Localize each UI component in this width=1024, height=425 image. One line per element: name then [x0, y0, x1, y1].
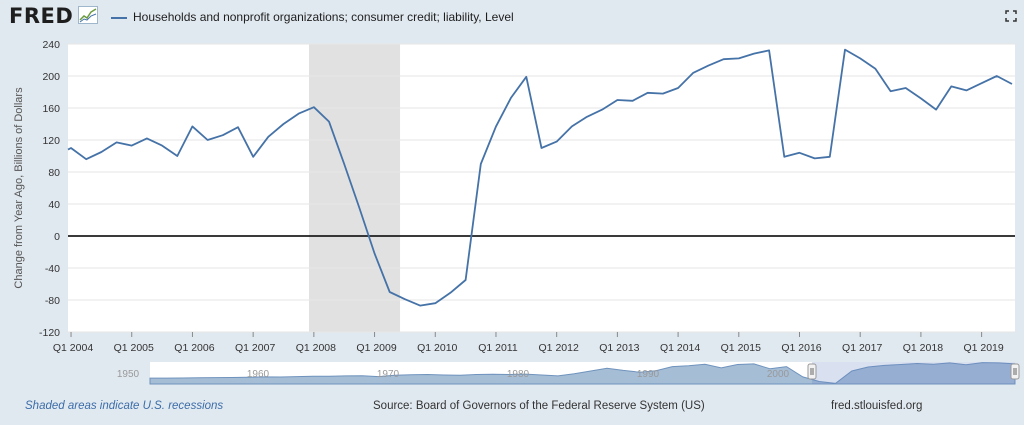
- y-tick-label: 80: [48, 167, 60, 179]
- navigator-label: 1960: [247, 369, 270, 380]
- x-tick-label: Q1 2010: [417, 342, 457, 354]
- x-tick-label: Q1 2014: [660, 342, 700, 354]
- y-tick-label: 0: [54, 231, 60, 243]
- navigator-selected-range[interactable]: [812, 362, 1015, 384]
- x-tick-label: Q1 2012: [539, 342, 579, 354]
- navigator-series: [149, 362, 1016, 385]
- y-tick-label: -80: [45, 295, 60, 307]
- x-tick-label: Q1 2018: [903, 342, 943, 354]
- fred-graph-icon: [78, 6, 98, 24]
- x-tick-label: Q1 2005: [114, 342, 154, 354]
- x-axis-ticks: Q1 2004 Q1 2005 Q1 2006 Q1 2007 Q1 2008 Q1 20…: [53, 332, 1004, 354]
- source-text: Source: Board of Governors of the Federa…: [373, 400, 705, 412]
- x-tick-label: Q1 2019: [963, 342, 1003, 354]
- recession-band: [308, 44, 401, 332]
- series-layer: [67, 48, 1013, 307]
- x-tick-label: Q1 2016: [781, 342, 821, 354]
- x-tick-label: Q1 2006: [174, 342, 214, 354]
- y-tick-label: 40: [48, 199, 60, 211]
- navigator-handle[interactable]: [807, 363, 817, 380]
- recession-note: Shaded areas indicate U.S. recessions: [25, 400, 224, 412]
- x-tick-label: Q1 2011: [478, 342, 518, 354]
- plot-background: [68, 44, 1015, 332]
- y-tick-label: 200: [42, 71, 60, 83]
- legend: Households and nonprofit organizations; …: [111, 10, 514, 24]
- range-navigator[interactable]: 1950 1960 1970 1980 1990 2000: [117, 362, 1020, 385]
- y-axis-title: Change from Year Ago, Billions of Dollar…: [13, 87, 25, 289]
- website-link[interactable]: fred.stlouisfed.org: [831, 400, 923, 412]
- navigator-label: 1950: [117, 369, 140, 380]
- y-tick-label: 240: [42, 39, 60, 51]
- x-tick-label: Q1 2009: [356, 342, 396, 354]
- y-tick-label: -120: [39, 327, 60, 339]
- navigator-label: 2000: [767, 369, 790, 380]
- x-tick-label: Q1 2015: [721, 342, 761, 354]
- navigator-label: 1970: [377, 369, 400, 380]
- navigator-label: 1980: [507, 369, 530, 380]
- legend-label: Households and nonprofit organizations; …: [133, 10, 514, 24]
- navigator-label: 1990: [637, 369, 660, 380]
- x-tick-label: Q1 2017: [842, 342, 882, 354]
- x-tick-label: Q1 2004: [53, 342, 93, 354]
- chart-header: FRED Households and nonprofit organizati…: [0, 0, 1024, 36]
- recession-shading: [308, 44, 401, 332]
- legend-line-swatch: [111, 16, 127, 19]
- y-axis-ticks: -120 -80 -40 0 40 80 120 160 200 240: [39, 39, 60, 339]
- fred-logo[interactable]: FRED: [9, 4, 74, 28]
- x-tick-label: Q1 2013: [599, 342, 639, 354]
- y-tick-label: 160: [42, 103, 60, 115]
- x-tick-label: Q1 2007: [235, 342, 275, 354]
- series-line: [67, 48, 1013, 307]
- fullscreen-icon[interactable]: [1005, 10, 1017, 22]
- y-tick-label: 120: [42, 135, 60, 147]
- y-tick-label: -40: [45, 263, 60, 275]
- navigator-handle[interactable]: [1010, 363, 1020, 380]
- gridlines: [68, 43, 1015, 333]
- x-tick-label: Q1 2008: [296, 342, 336, 354]
